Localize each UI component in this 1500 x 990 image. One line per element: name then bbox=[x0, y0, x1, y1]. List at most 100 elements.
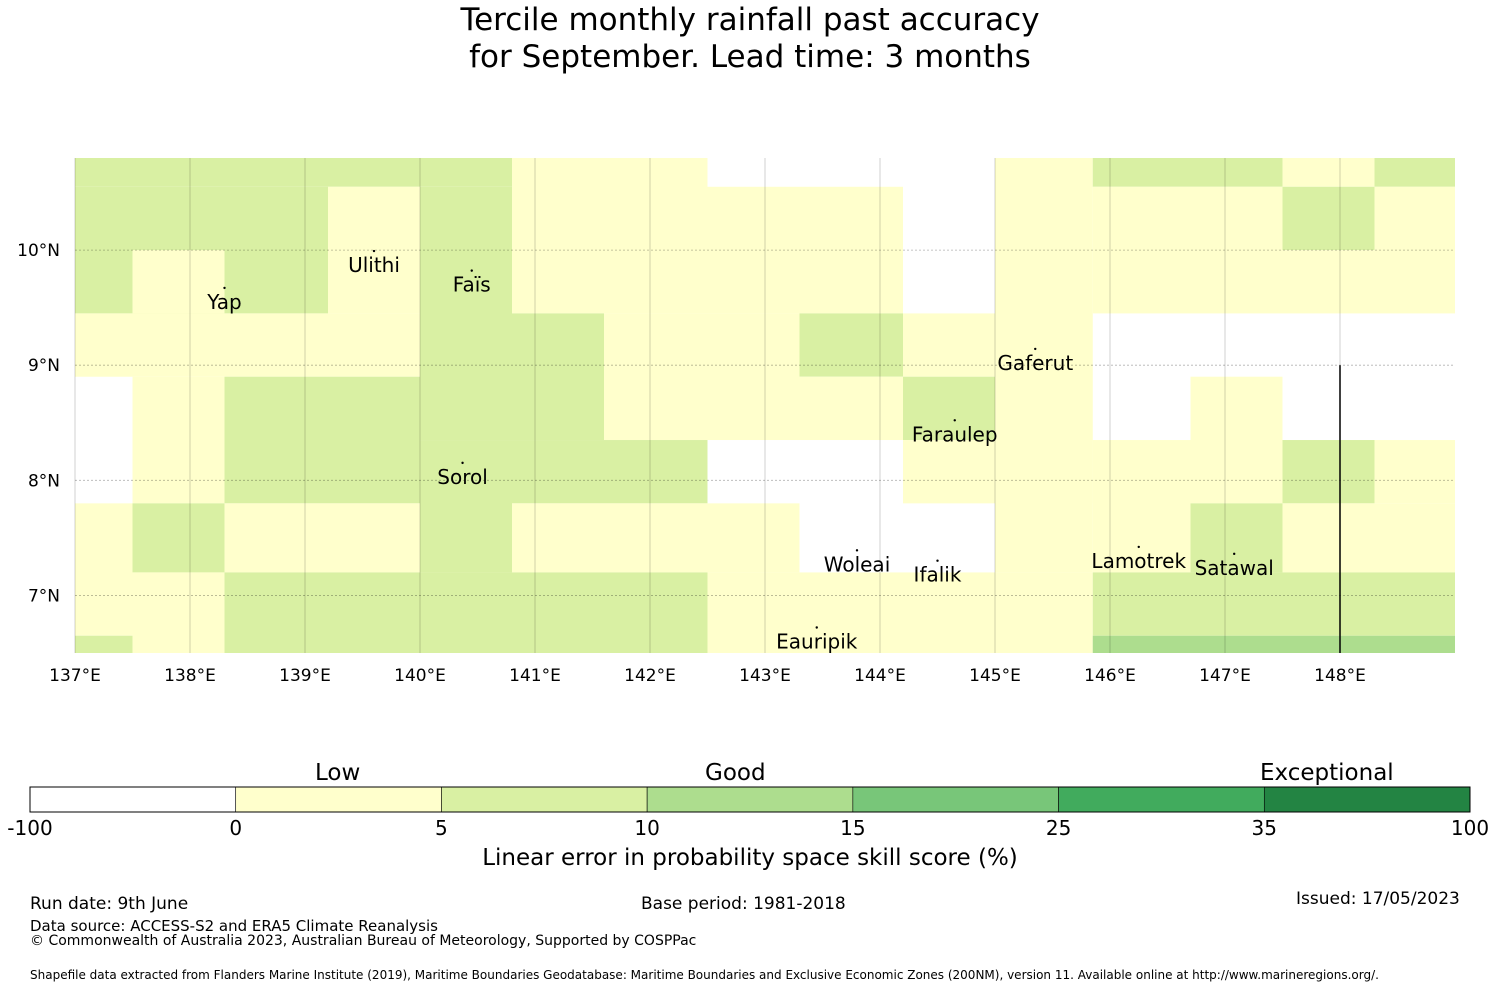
island-marker bbox=[936, 559, 939, 562]
island-marker bbox=[223, 286, 226, 290]
skill-cell bbox=[1282, 503, 1455, 573]
skill-cell bbox=[224, 503, 420, 573]
data-source: Data source: ACCESS-S2 and ERA5 Climate … bbox=[30, 917, 438, 935]
longitude-label: 144°E bbox=[854, 666, 906, 686]
place-label: Eauripik bbox=[776, 629, 858, 653]
skill-cell bbox=[1374, 186, 1455, 314]
place-label: Satawal bbox=[1195, 556, 1274, 580]
island-marker bbox=[1034, 347, 1037, 351]
skill-cell bbox=[132, 572, 225, 653]
skill-cell bbox=[1092, 635, 1455, 653]
place-label: Faïs bbox=[453, 273, 491, 297]
place-label: Lamotrek bbox=[1091, 549, 1186, 573]
shapefile-credit: Shapefile data extracted from Flanders M… bbox=[30, 968, 1379, 982]
category-good: Good bbox=[705, 760, 766, 786]
skill-cell bbox=[1282, 250, 1375, 314]
longitude-label: 148°E bbox=[1314, 666, 1366, 686]
place-label: Ifalik bbox=[914, 563, 962, 587]
issued-date: Issued: 17/05/2023 bbox=[1296, 889, 1460, 909]
skill-cell bbox=[420, 440, 512, 573]
colorbar-tick-label: 10 bbox=[634, 816, 659, 840]
skill-cell bbox=[903, 313, 995, 377]
graticule bbox=[74, 158, 1455, 653]
colorbar-tick-label: 25 bbox=[1046, 816, 1071, 840]
longitude-label: 143°E bbox=[739, 666, 791, 686]
colorbar-segment bbox=[1058, 786, 1265, 813]
category-low: Low bbox=[315, 760, 361, 786]
longitude-label: 146°E bbox=[1084, 666, 1136, 686]
island-marker bbox=[372, 249, 376, 253]
place-label: Faraulep bbox=[912, 422, 998, 446]
skill-cell bbox=[995, 158, 1093, 441]
skill-cell bbox=[1190, 376, 1283, 504]
skill-cell bbox=[1282, 440, 1375, 504]
skill-cell bbox=[799, 376, 903, 441]
skill-cell bbox=[1282, 186, 1375, 251]
place-label: Ulithi bbox=[348, 253, 400, 277]
longitude-label: 139°E bbox=[279, 666, 331, 686]
map-title-line-1: Tercile monthly rainfall past accuracy bbox=[460, 2, 1040, 38]
skill-cell bbox=[1190, 503, 1283, 573]
longitude-label: 137°E bbox=[49, 666, 101, 686]
island-marker bbox=[815, 626, 818, 629]
longitude-label: 145°E bbox=[969, 666, 1021, 686]
colorbar-tick-label: 0 bbox=[229, 816, 242, 840]
place-label: Woleai bbox=[824, 552, 891, 576]
colorbar-tick-label: 100 bbox=[1451, 816, 1489, 840]
skill-cell bbox=[1092, 186, 1283, 314]
skill-cell bbox=[512, 503, 708, 573]
skill-cell bbox=[707, 503, 800, 573]
island-marker bbox=[1137, 545, 1140, 549]
skill-cell bbox=[1374, 158, 1455, 187]
base-period: Base period: 1981-2018 bbox=[641, 894, 846, 914]
colorbar-frame bbox=[29, 786, 1471, 813]
skill-cell bbox=[707, 572, 1093, 653]
latitude-label: 8°N bbox=[28, 471, 60, 491]
skill-cell bbox=[512, 158, 708, 314]
skill-cell bbox=[1374, 440, 1455, 504]
island-marker bbox=[461, 461, 464, 465]
skill-cell bbox=[132, 376, 225, 504]
colorbar-tick-label: 15 bbox=[840, 816, 865, 840]
colorbar-axis-label: Linear error in probability space skill … bbox=[482, 845, 1018, 871]
skill-cell bbox=[1092, 158, 1283, 187]
colorbar-segment bbox=[1263, 786, 1471, 813]
island-marker bbox=[470, 269, 473, 272]
copyright: © Commonwealth of Australia 2023, Austra… bbox=[30, 933, 697, 949]
grid-cells bbox=[75, 158, 1455, 653]
longitude-label: 141°E bbox=[509, 666, 561, 686]
skill-cell bbox=[132, 503, 225, 573]
longitude-label: 138°E bbox=[164, 666, 216, 686]
skill-cell bbox=[75, 635, 133, 653]
skill-cell bbox=[75, 313, 420, 377]
colorbar bbox=[29, 786, 1471, 813]
island-marker bbox=[953, 419, 956, 422]
place-label: Gaferut bbox=[997, 351, 1073, 375]
longitude-labels: 137°E 138°E 139°E 140°E 141°E 142°E 143°E 144°E… bbox=[49, 666, 1366, 686]
skill-cell bbox=[224, 572, 708, 653]
map-title-line-2: for September. Lead time: 3 months bbox=[469, 39, 1031, 75]
skill-cell bbox=[512, 440, 708, 504]
run-date: Run date: 9th June bbox=[30, 894, 189, 914]
skill-cell bbox=[75, 158, 512, 187]
place-label: Yap bbox=[206, 290, 241, 314]
longitude-label: 147°E bbox=[1199, 666, 1251, 686]
skill-cell bbox=[1092, 572, 1455, 636]
colorbar-segment bbox=[646, 786, 854, 813]
longitude-label: 142°E bbox=[624, 666, 676, 686]
skill-cell bbox=[224, 376, 420, 504]
colorbar-segment bbox=[29, 786, 237, 813]
island-marker bbox=[855, 549, 859, 552]
skill-cell bbox=[75, 503, 133, 636]
colorbar-tick-label: -100 bbox=[7, 816, 52, 840]
skill-cell bbox=[420, 313, 604, 441]
skill-cell bbox=[132, 250, 225, 314]
latitude-label: 9°N bbox=[28, 356, 60, 376]
latitude-labels: 10°N 9°N 8°N 7°N bbox=[17, 241, 60, 606]
skill-cell bbox=[1282, 158, 1375, 187]
place-label: Sorol bbox=[437, 465, 488, 489]
place-labels: Yap Ulithi Faïs Gaferut Faraulep Sorol Woleai I… bbox=[206, 249, 1274, 653]
colorbar-tick-labels: -100 0 5 10 15 25 35 100 bbox=[7, 816, 1489, 840]
colorbar-segment bbox=[441, 786, 648, 813]
